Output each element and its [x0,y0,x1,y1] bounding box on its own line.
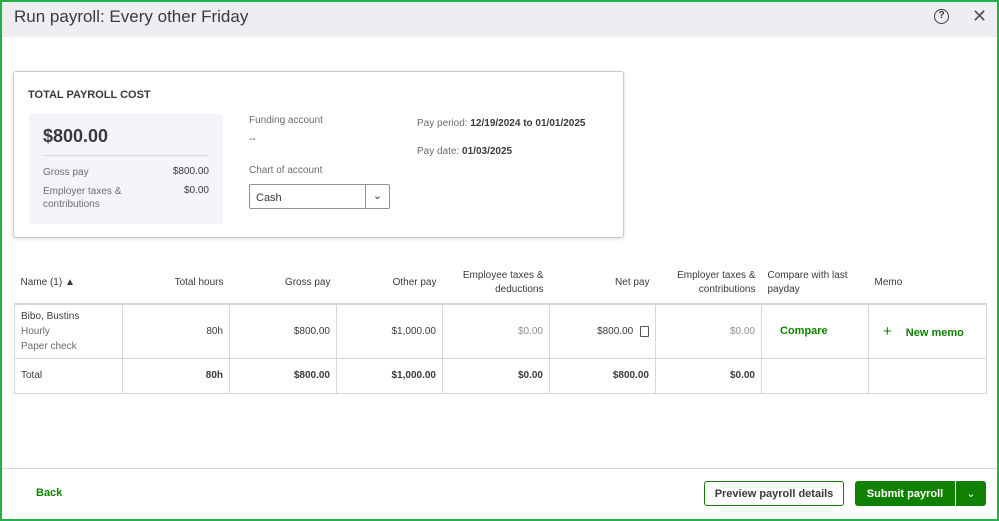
compare-cell: Compare [761,303,869,359]
total-label: Total [14,357,123,394]
employer-tax-cell: $0.00 [655,303,762,359]
pay-date: Pay date: 01/03/2025 [417,146,512,157]
total-net: $800.00 [549,357,656,394]
header-gross: Gross pay [284,276,331,288]
header-memo: Memo [874,276,903,288]
back-link[interactable]: Back [36,487,63,499]
chevron-down-icon[interactable]: ⌄ [365,185,389,208]
header-compare: Compare with last payday [767,269,848,295]
header-employer-tax: Employer taxes & contributions [677,269,756,295]
pay-date-value: 01/03/2025 [462,146,513,157]
net-cell: $800.00 [549,303,656,359]
paystub-preview-icon[interactable] [640,325,649,337]
close-icon[interactable]: ✕ [972,6,988,26]
total-box: $800.00 Gross pay $800.00 Employer taxes… [29,114,223,224]
total-other: $1,000.00 [336,357,443,394]
net-value: $800.00 [597,325,634,337]
header-net: Net pay [615,276,650,288]
total-compare-empty [761,357,869,394]
footer-divider [0,468,999,469]
chart-value: Cash [256,192,282,204]
employer-label: Employer taxes & contributions [43,186,122,210]
pay-date-label: Pay date: [417,146,460,157]
gross-value: $800.00 [172,166,209,177]
new-memo-link[interactable]: New memo [905,326,964,339]
other-cell: $1,000.00 [336,303,443,359]
header-hours: Total hours [174,276,224,288]
total-memo-empty [868,357,987,394]
total-employer-tax: $0.00 [655,357,762,394]
total-row: Total 80h $800.00 $1,000.00 $0.00 $800.0… [14,357,987,394]
payroll-summary-card: TOTAL PAYROLL COST $800.00 Gross pay $80… [13,71,624,238]
total-cost: $800.00 [43,126,109,146]
funding-value: -- [249,134,256,145]
card-title: TOTAL PAYROLL COST [28,89,151,101]
header-other: Other pay [392,276,437,288]
memo-cell: + New memo [868,303,987,359]
total-hours: 80h [122,357,230,394]
total-gross: $800.00 [229,357,337,394]
pay-type: Hourly [21,325,50,337]
emp-tax-cell: $0.00 [442,303,550,359]
divider [43,155,209,156]
header-emp-tax: Employee taxes & deductions [462,269,544,295]
compare-link[interactable]: Compare [780,325,828,338]
total-emp-tax: $0.00 [442,357,550,394]
employee-name[interactable]: Bibo, Bustins [21,310,80,322]
employer-value: $0.00 [183,185,209,196]
chart-of-account-select[interactable]: Cash ⌄ [249,184,390,209]
pay-period: Pay period: 12/19/2024 to 01/01/2025 [417,118,585,129]
chart-label: Chart of account [249,165,323,176]
page-title: Run payroll: Every other Friday [14,7,249,26]
pay-method: Paper check [21,340,77,352]
plus-icon[interactable]: + [883,322,892,340]
gross-label: Gross pay [43,167,89,178]
gross-cell: $800.00 [229,303,337,359]
pay-period-label: Pay period: [417,118,468,129]
funding-label: Funding account [249,115,323,126]
hours-cell[interactable]: 80h [122,303,230,359]
table-row: Bibo, Bustins Hourly Paper check 80h $800.… [14,303,987,359]
submit-options-chevron-icon[interactable]: ⌄ [956,481,986,506]
payroll-table: Name (1) ▲ Total hours Gross pay Other p… [14,262,987,394]
preview-payroll-button[interactable]: Preview payroll details [704,481,844,506]
header-name[interactable]: Name (1) ▲ [20,276,75,288]
submit-payroll-button[interactable]: Submit payroll [855,481,955,506]
pay-period-value: 12/19/2024 to 01/01/2025 [470,118,586,129]
help-icon[interactable]: ? [934,9,949,24]
header: Run payroll: Every other Friday ? ✕ [0,0,999,37]
